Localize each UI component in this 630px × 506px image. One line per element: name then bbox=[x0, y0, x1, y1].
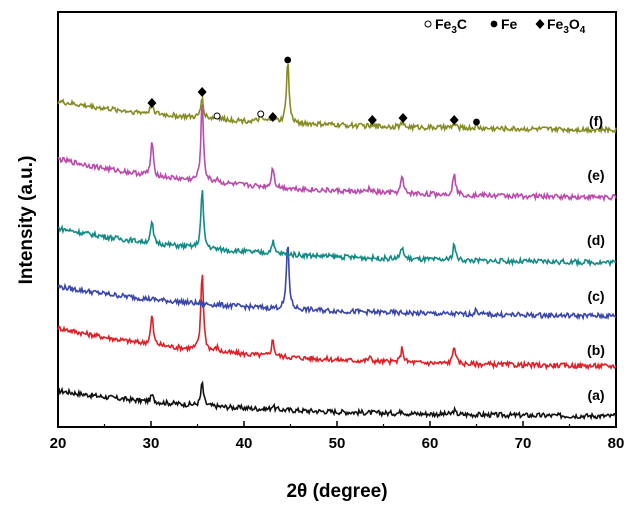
series-f-line bbox=[57, 63, 617, 135]
legend-label: Fe bbox=[501, 16, 518, 32]
legend-label: Fe3C bbox=[435, 16, 467, 36]
x-tick-label: 40 bbox=[236, 435, 253, 452]
peak-marker-open-circle bbox=[257, 110, 265, 118]
annotation-layer bbox=[147, 56, 480, 126]
x-axis: 20 30 40 50 60 70 80 bbox=[50, 421, 625, 452]
legend-marker-open-circle bbox=[424, 20, 432, 28]
legend-marker-filled-circle bbox=[490, 20, 498, 28]
curve-label-layer: (a) (b) (c) (d) (e) (f) bbox=[587, 113, 605, 403]
series-d-line bbox=[57, 190, 617, 268]
peak-marker-filled-circle bbox=[284, 56, 292, 64]
x-tick-label: 50 bbox=[329, 435, 346, 452]
peak-marker-filled-diamond bbox=[398, 113, 408, 123]
y-axis-title: Intensity (a.u.) bbox=[16, 156, 37, 285]
curve-label-c: (c) bbox=[587, 288, 604, 304]
curve-label-b: (b) bbox=[587, 342, 605, 358]
peak-marker-open-circle bbox=[213, 112, 221, 120]
x-tick-label: 70 bbox=[515, 435, 532, 452]
series-a-line bbox=[58, 380, 617, 421]
curve-label-a: (a) bbox=[587, 387, 604, 403]
series-b-line bbox=[57, 274, 617, 371]
peak-marker-filled-diamond bbox=[367, 115, 377, 125]
x-tick-label: 30 bbox=[143, 435, 160, 452]
curve-label-d: (d) bbox=[587, 232, 605, 248]
peak-marker-filled-diamond bbox=[147, 98, 157, 108]
peak-marker-filled-circle bbox=[473, 118, 480, 126]
series-c-line bbox=[57, 246, 617, 321]
series-e-line bbox=[57, 104, 617, 203]
x-tick-label: 60 bbox=[422, 435, 439, 452]
x-axis-title: 2θ (degree) bbox=[286, 481, 387, 502]
legend-marker-filled-diamond bbox=[535, 19, 545, 29]
series-layer bbox=[57, 63, 617, 421]
legend: Fe3C Fe Fe3O4 bbox=[424, 16, 586, 36]
curve-label-f: (f) bbox=[589, 113, 603, 129]
peak-marker-filled-diamond bbox=[449, 115, 459, 125]
peak-marker-filled-diamond bbox=[268, 112, 278, 122]
curve-label-e: (e) bbox=[587, 167, 604, 183]
x-tick-label: 80 bbox=[608, 435, 625, 452]
legend-label: Fe3O4 bbox=[547, 16, 586, 36]
peak-marker-filled-diamond bbox=[197, 87, 207, 97]
x-tick-label: 20 bbox=[50, 435, 67, 452]
